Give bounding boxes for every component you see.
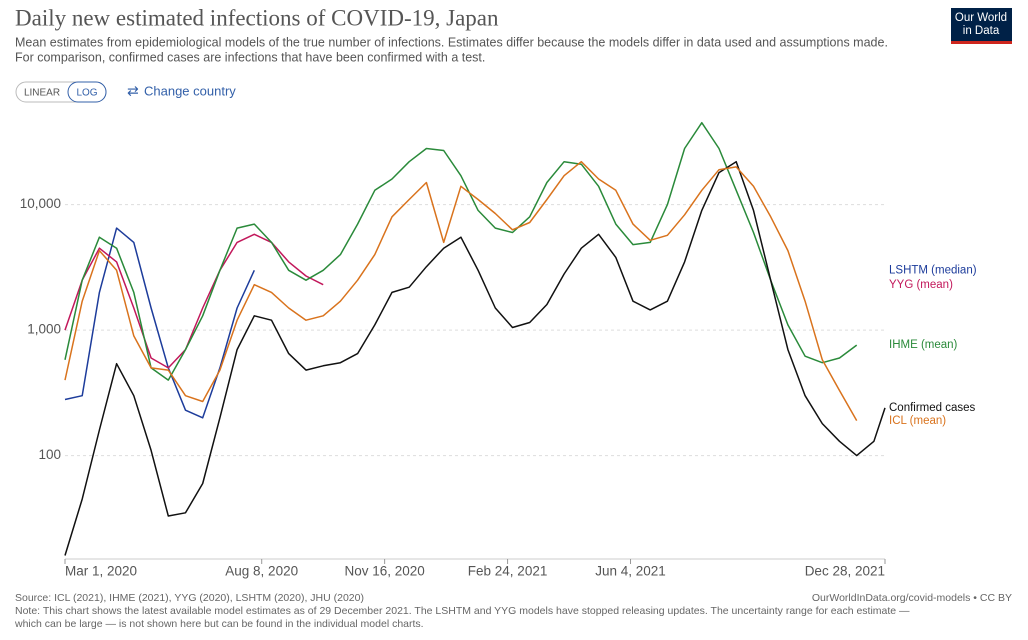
x-tick-label: Mar 1, 2020	[65, 564, 137, 579]
series-line	[64, 233, 324, 369]
x-tick-label: Nov 16, 2020	[344, 564, 424, 579]
toggle-active	[67, 81, 107, 103]
subtitle: Mean estimates from epidemiological mode…	[15, 35, 888, 49]
series-line	[64, 121, 858, 381]
chart-title: Daily new estimated infections of COVID-…	[15, 5, 499, 30]
source-url[interactable]: OurWorldInData.org/covid-models • CC BY	[812, 592, 1012, 604]
logo-text: in Data	[963, 25, 1000, 37]
legend-label: Confirmed cases	[889, 402, 976, 414]
y-tick-label: 100	[38, 447, 61, 462]
log-button[interactable]: LOG	[76, 88, 97, 99]
x-tick-label: Aug 8, 2020	[225, 564, 298, 579]
legend-label: ICL (mean)	[889, 415, 946, 427]
source: Source: ICL (2021), IHME (2021), YYG (20…	[15, 592, 364, 604]
legend-label: LSHTM (median)	[889, 264, 977, 276]
logo-box	[951, 8, 1012, 44]
note: which can be large — is not shown here b…	[14, 618, 424, 630]
series-line	[64, 227, 255, 419]
y-tick-label: 10,000	[20, 196, 61, 211]
logo[interactable]: Our World in Data	[951, 8, 1012, 44]
series-line	[64, 160, 858, 421]
series-line	[64, 160, 886, 556]
x-tick-label: Jun 4, 2021	[595, 564, 666, 579]
scale-toggle[interactable]: LINEAR LOG	[15, 81, 107, 103]
legend-label: IHME (mean)	[889, 339, 958, 351]
swap-icon[interactable]: ⇄	[127, 83, 139, 99]
subtitle: For comparison, confirmed cases are infe…	[15, 50, 485, 64]
y-tick-label: 1,000	[27, 322, 61, 337]
note: Note: This chart shows the latest availa…	[15, 605, 910, 617]
logo-text: Our World	[955, 12, 1007, 24]
x-tick-label: Feb 24, 2021	[468, 564, 548, 579]
linear-button[interactable]: LINEAR	[24, 88, 60, 99]
logo-bar	[951, 41, 1012, 44]
x-tick-label: Dec 28, 2021	[805, 564, 885, 579]
legend-label: YYG (mean)	[889, 279, 953, 291]
change-country[interactable]: Change country	[144, 83, 236, 98]
